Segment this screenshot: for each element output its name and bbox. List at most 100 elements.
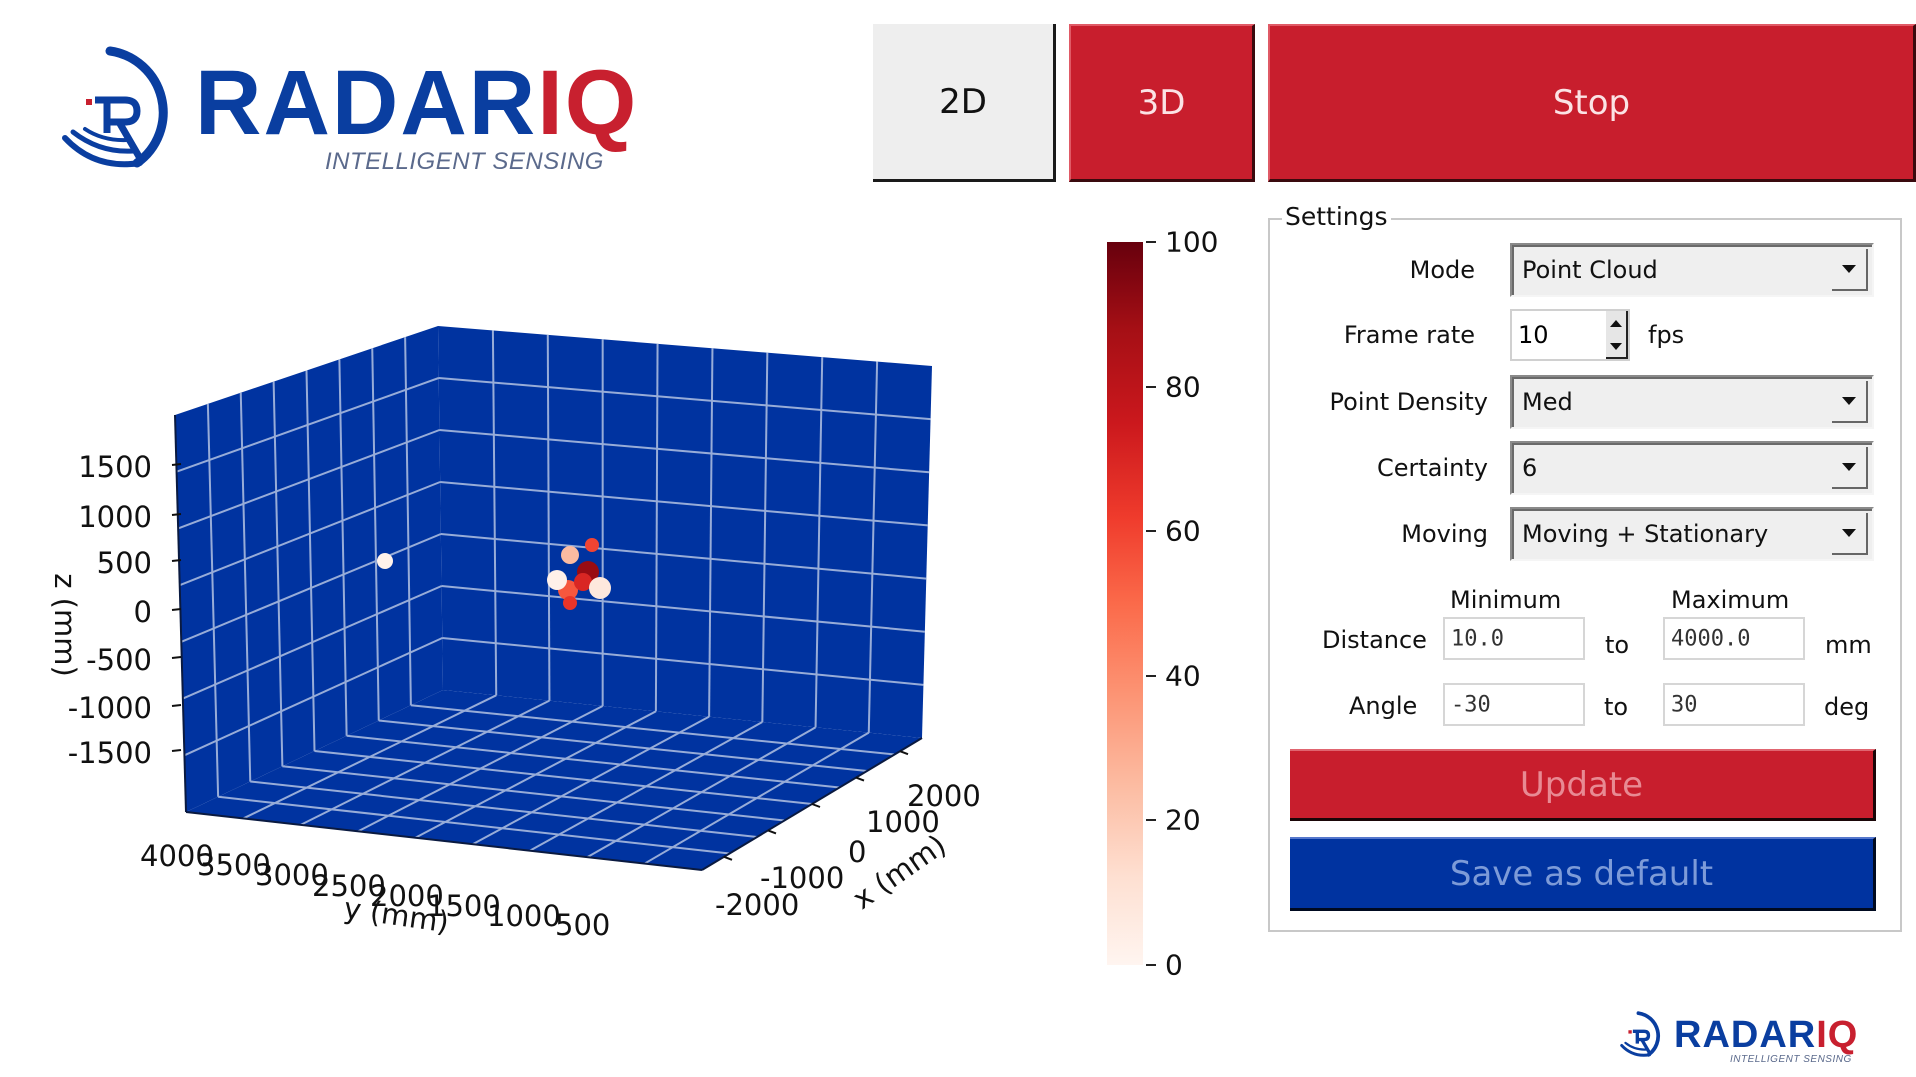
arrow-up-icon — [1610, 319, 1622, 327]
view-2d-button[interactable]: 2D — [873, 24, 1056, 182]
distance-label: Distance — [1322, 626, 1427, 654]
distance-unit: mm — [1825, 631, 1872, 659]
chevron-down-icon — [1842, 463, 1856, 471]
logo-tagline: INTELLIGENT SENSING — [325, 148, 604, 175]
svg-text:1000: 1000 — [78, 500, 152, 534]
stop-label: Stop — [1552, 82, 1631, 123]
mode-dropdown-arrow[interactable] — [1832, 249, 1868, 291]
svg-text:3000: 3000 — [255, 858, 329, 892]
logo-brand-accent: IQ — [537, 52, 639, 154]
certainty-dropdown-arrow[interactable] — [1832, 447, 1868, 489]
point-density-label: Point Density — [1329, 388, 1488, 416]
angle-to-label: to — [1604, 693, 1629, 721]
spin-down-button[interactable] — [1606, 335, 1628, 359]
maximum-header: Maximum — [1671, 586, 1790, 614]
mode-value: Point Cloud — [1522, 256, 1658, 284]
svg-text:1500: 1500 — [427, 889, 501, 923]
certainty-value: 6 — [1522, 454, 1538, 482]
frame-rate-unit: fps — [1648, 321, 1685, 349]
moving-select[interactable]: Moving + Stationary — [1510, 507, 1874, 561]
svg-text:500: 500 — [555, 908, 610, 942]
colorbar-tick — [1146, 385, 1156, 388]
svg-text:2500: 2500 — [312, 869, 386, 903]
frame-rate-label: Frame rate — [1343, 321, 1475, 349]
distance-max-value: 4000.0 — [1671, 626, 1751, 651]
radar-logo-icon-small — [1620, 1011, 1660, 1057]
update-button[interactable]: Update — [1290, 749, 1876, 821]
svg-text:0: 0 — [848, 835, 866, 869]
angle-max-input[interactable]: 30 — [1663, 683, 1805, 726]
svg-text:500: 500 — [97, 546, 152, 580]
svg-text:-2000: -2000 — [715, 888, 799, 922]
svg-text:-1000: -1000 — [760, 861, 844, 895]
frame-rate-value: 10 — [1518, 321, 1549, 349]
chevron-down-icon — [1842, 265, 1856, 273]
colorbar — [1107, 242, 1143, 965]
mode-select[interactable]: Point Cloud — [1510, 243, 1874, 297]
colorbar-tick — [1146, 241, 1156, 243]
colorbar-tick — [1146, 530, 1156, 533]
point-density-dropdown-arrow[interactable] — [1832, 381, 1868, 423]
svg-text:1500: 1500 — [78, 450, 152, 484]
angle-min-input[interactable]: -30 — [1443, 683, 1585, 726]
svg-text:-1000: -1000 — [68, 691, 152, 725]
svg-text:3500: 3500 — [197, 848, 271, 882]
footer-brand-main: RADAR — [1674, 1014, 1817, 1056]
distance-min-value: 10.0 — [1451, 626, 1504, 651]
svg-text:-500: -500 — [86, 643, 152, 677]
save-default-label: Save as default — [1449, 853, 1714, 894]
svg-text:2000: 2000 — [370, 879, 444, 913]
data-point — [585, 538, 599, 552]
angle-unit: deg — [1824, 693, 1870, 721]
distance-min-input[interactable]: 10.0 — [1443, 617, 1585, 660]
svg-text:2000: 2000 — [907, 779, 981, 813]
moving-dropdown-arrow[interactable] — [1832, 513, 1868, 555]
footer-tagline: INTELLIGENT SENSING — [1730, 1054, 1852, 1065]
colorbar-tick-label: 20 — [1165, 803, 1201, 837]
view-3d-button[interactable]: 3D — [1069, 24, 1255, 182]
colorbar-tick-label: 80 — [1165, 370, 1201, 404]
moving-value: Moving + Stationary — [1522, 520, 1769, 548]
colorbar-tick-label: 100 — [1165, 225, 1219, 259]
z-axis-label: z (mm) — [48, 573, 82, 677]
distance-to-label: to — [1605, 631, 1630, 659]
point-density-select[interactable]: Med — [1510, 375, 1874, 429]
data-point — [377, 553, 393, 569]
colorbar-tick-label: 40 — [1165, 659, 1201, 693]
view-2d-label: 2D — [939, 81, 987, 122]
spin-up-button[interactable] — [1606, 311, 1628, 335]
moving-label: Moving — [1401, 520, 1488, 548]
arrow-down-icon — [1610, 342, 1622, 350]
point-cloud — [377, 538, 611, 610]
svg-text:-1500: -1500 — [68, 736, 152, 770]
chevron-down-icon — [1842, 397, 1856, 405]
settings-title: Settings — [1282, 202, 1391, 231]
logo-brand-main: RADAR — [195, 52, 538, 154]
colorbar-tick-label: 60 — [1165, 514, 1201, 548]
save-default-button[interactable]: Save as default — [1290, 837, 1876, 911]
plot-3d[interactable]: 1500 1000 500 0 -500 -1000 -1500 z (mm) 400035… — [0, 0, 1060, 1000]
colorbar-tick-label: 0 — [1165, 948, 1183, 982]
z-axis: 1500 1000 500 0 -500 -1000 -1500 — [68, 450, 182, 770]
colorbar-tick — [1146, 819, 1156, 822]
colorbar-tick — [1146, 674, 1156, 677]
update-label: Update — [1519, 764, 1644, 805]
stop-button[interactable]: Stop — [1268, 24, 1916, 182]
radariq-logo: RADARIQ INTELLIGENT SENSING — [55, 45, 735, 180]
certainty-select[interactable]: 6 — [1510, 441, 1874, 495]
angle-max-value: 30 — [1671, 692, 1698, 717]
svg-text:4000: 4000 — [140, 839, 214, 873]
data-point — [561, 546, 579, 564]
data-point — [574, 573, 592, 591]
distance-max-input[interactable]: 4000.0 — [1663, 617, 1805, 660]
grid-lines — [176, 330, 931, 865]
minimum-header: Minimum — [1450, 586, 1562, 614]
settings-group — [1268, 218, 1902, 932]
view-3d-label: 3D — [1137, 82, 1186, 123]
certainty-label: Certainty — [1377, 454, 1488, 482]
frame-rate-spinbox[interactable]: 10 — [1510, 309, 1630, 361]
pane-back-wall — [438, 326, 932, 738]
angle-min-value: -30 — [1451, 692, 1491, 717]
